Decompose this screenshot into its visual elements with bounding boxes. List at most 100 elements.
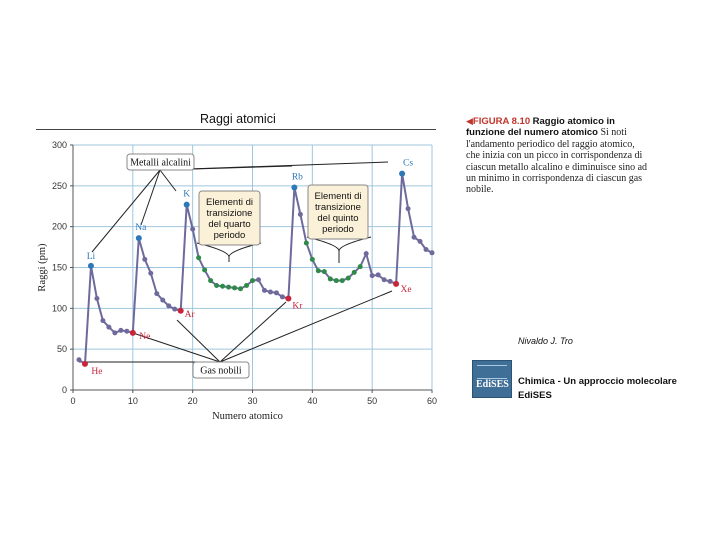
data-point (76, 357, 82, 363)
annotation-text: del quarto (208, 219, 250, 230)
annotation-pointer (129, 331, 221, 363)
data-point (100, 318, 106, 324)
y-tick-label: 100 (52, 303, 67, 313)
annotation-text: Metalli alcalini (130, 158, 191, 169)
element-label: Ne (139, 332, 150, 342)
data-point (345, 275, 351, 281)
x-tick-label: 0 (70, 396, 75, 406)
data-point (369, 273, 375, 279)
data-point (177, 307, 184, 314)
x-tick-label: 10 (128, 396, 138, 406)
annotation-box (126, 153, 195, 171)
annotation-pointer (91, 169, 161, 253)
annotation-pointer (159, 169, 177, 192)
data-point (321, 269, 327, 275)
data-point (261, 287, 267, 293)
data-point (87, 262, 94, 269)
y-axis-label: Raggi (pm) (37, 243, 48, 292)
annotation-box (307, 184, 369, 240)
data-point (279, 294, 285, 300)
annotation-pointer (306, 236, 372, 263)
data-point (124, 328, 130, 334)
data-point (363, 251, 369, 257)
data-point (208, 278, 214, 284)
credit-book-title: Chimica - Un approccio molecolare (518, 376, 677, 387)
element-label: Li (87, 252, 96, 262)
data-point (135, 235, 142, 242)
x-tick-label: 30 (247, 396, 257, 406)
x-axis-label: Numero atomico (212, 411, 283, 422)
element-label: Xe (401, 285, 412, 295)
element-label: He (91, 367, 102, 377)
caption-text: Si noti l'andamento periodico del raggio… (466, 127, 648, 196)
data-point (333, 278, 339, 284)
y-tick-label: 200 (52, 222, 67, 232)
logo-text: EdiSES (476, 379, 509, 390)
data-point (297, 211, 303, 217)
annotation-text: periodo (322, 224, 354, 235)
data-point (315, 268, 321, 274)
data-point (387, 278, 393, 284)
data-point (303, 240, 309, 246)
data-point (220, 283, 226, 289)
data-point (118, 327, 124, 333)
annotation-pointer (219, 301, 287, 363)
data-point (375, 272, 381, 278)
annotation-gas: Gas nobili (79, 290, 393, 379)
data-point (423, 247, 429, 253)
annotation-pointer (176, 319, 221, 363)
element-label: K (183, 190, 190, 200)
data-point (81, 360, 88, 367)
data-point (202, 267, 208, 273)
annotation-text: Elementi di (206, 197, 253, 208)
data-point (381, 277, 387, 283)
data-point (255, 277, 261, 283)
data-point (250, 278, 255, 284)
data-point (196, 255, 202, 261)
data-point (106, 324, 112, 330)
annotation-pointer (219, 290, 393, 363)
data-point (405, 206, 411, 212)
data-point (148, 270, 154, 276)
data-point (393, 280, 400, 287)
data-point (142, 256, 148, 262)
data-point (232, 285, 238, 291)
x-tick-label: 40 (307, 396, 317, 406)
annotation-text: Elementi di (315, 191, 362, 202)
data-point (183, 201, 190, 208)
data-point (267, 289, 273, 295)
logo-lines (477, 365, 507, 379)
data-point (399, 170, 406, 177)
data-point (339, 278, 345, 284)
data-point (291, 184, 298, 191)
data-point (94, 296, 100, 302)
data-point (273, 290, 279, 296)
element-label: Rb (292, 172, 303, 182)
data-point (417, 238, 423, 244)
element-label: Na (135, 223, 147, 233)
data-point (226, 284, 232, 290)
data-point (129, 329, 136, 336)
data-point (429, 250, 435, 256)
data-point (172, 306, 178, 312)
caption-title: Raggio atomico in funzione del numero at… (466, 116, 615, 139)
data-point (351, 269, 357, 275)
annotation-text: transizione (315, 202, 361, 213)
element-label: Cs (403, 159, 413, 169)
data-point (112, 330, 118, 336)
data-point (327, 276, 333, 282)
element-label: Kr (292, 302, 303, 312)
annotation-pointer (196, 242, 262, 262)
caption-arrow-icon: ◀ (466, 116, 473, 126)
chart-title: Raggi atomici (200, 112, 276, 126)
y-tick-label: 0 (62, 385, 67, 395)
x-tick-label: 60 (427, 396, 437, 406)
figure-caption: ◀FIGURA 8.10 Raggio atomico in funzione … (466, 116, 651, 196)
data-point (238, 286, 244, 292)
annotation-text: del quinto (317, 213, 358, 224)
credit-publisher: EdiSES (518, 390, 552, 401)
data-point (166, 303, 172, 309)
data-point (285, 295, 292, 302)
